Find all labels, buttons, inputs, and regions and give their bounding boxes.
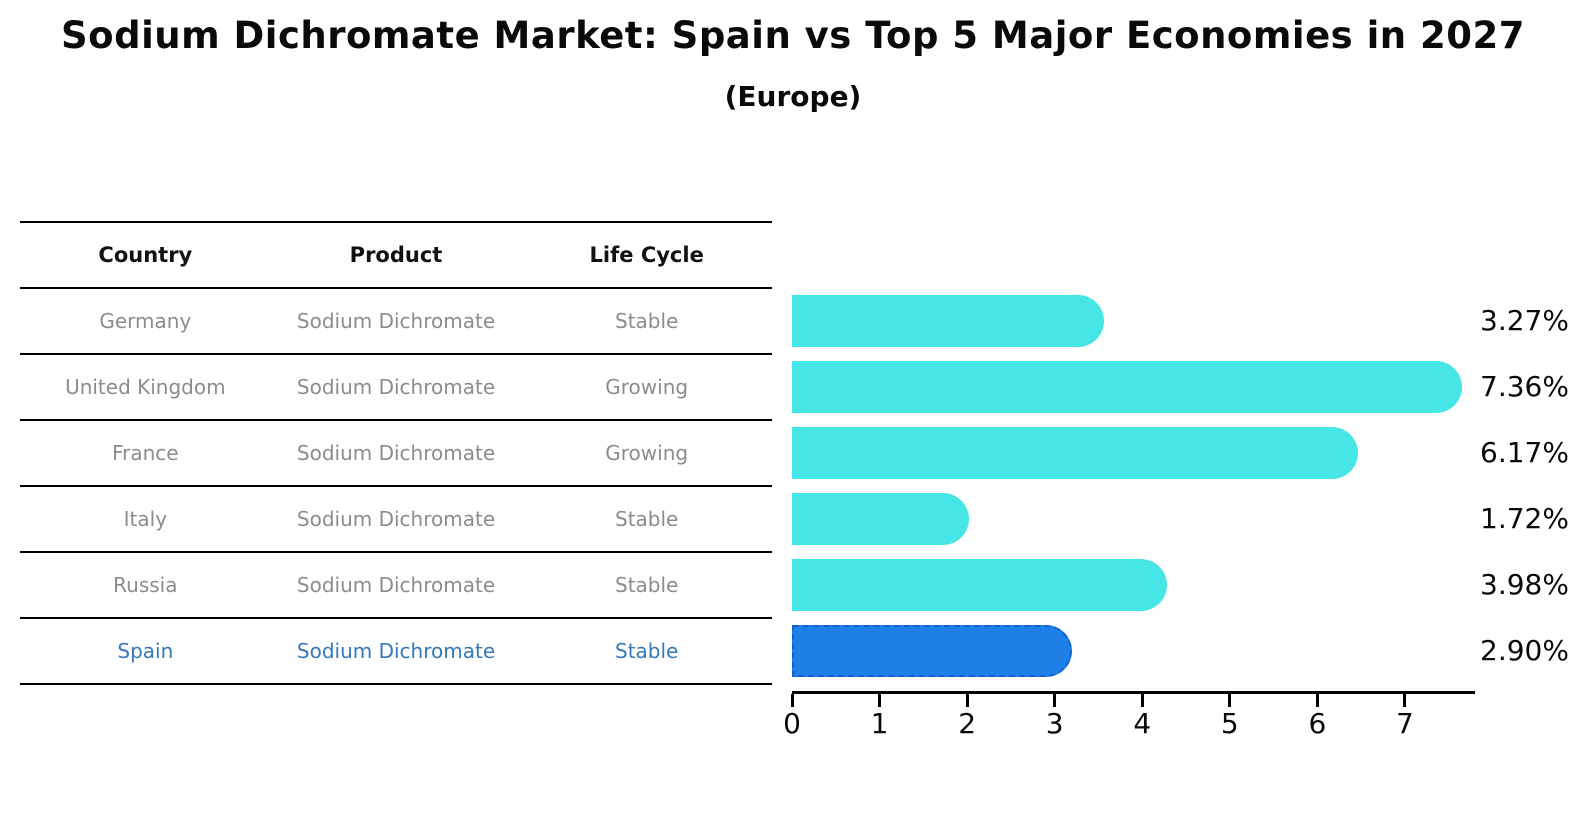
bar-spain [792,625,1072,677]
value-label-russia: 3.98% [1480,568,1569,601]
x-axis-tick-mark [1403,694,1407,707]
table-row-united-kingdom: United Kingdom Sodium Dichromate Growing [20,355,772,421]
x-axis-tick-label: 4 [1133,707,1152,740]
x-axis-tick-label: 5 [1220,707,1239,740]
table-row-germany: Germany Sodium Dichromate Stable [20,289,772,355]
x-axis-tick-mark [1140,694,1144,707]
x-axis-tick-mark [878,694,882,707]
table-header-row: Country Product Life Cycle [20,223,772,289]
value-label-france: 6.17% [1480,436,1569,469]
cell-country: France [112,441,179,465]
cell-lifecycle: Growing [605,375,689,399]
column-header-product: Product [349,243,443,267]
table-row-russia: Russia Sodium Dichromate Stable [20,553,772,619]
bar-united-kingdom [792,361,1462,413]
cell-country: Germany [99,309,192,333]
value-label-germany: 3.27% [1480,304,1569,337]
column-header-country: Country [98,243,193,267]
cell-product: Sodium Dichromate [296,441,496,465]
table-row-italy: Italy Sodium Dichromate Stable [20,487,772,553]
cell-product: Sodium Dichromate [296,507,496,531]
chart-title: Sodium Dichromate Market: Spain vs Top 5… [61,14,1525,57]
bar-germany [792,295,1104,347]
chart-subtitle: (Europe) [724,80,862,113]
bar-russia [792,559,1167,611]
x-axis-tick-mark [790,694,794,707]
table-row-france: France Sodium Dichromate Growing [20,421,772,487]
x-axis-tick-label: 0 [783,707,801,740]
x-axis-tick-mark [1053,694,1057,707]
cell-country: Spain [117,639,174,663]
bar-france [792,427,1358,479]
value-label-united-kingdom: 7.36% [1480,370,1569,403]
column-header-lifecycle: Life Cycle [589,243,704,267]
x-axis-tick-label: 1 [870,707,889,740]
value-labels-column: 3.27% 7.36% 6.17% 1.72% 3.98% 2.90% [1480,288,1586,684]
value-label-spain: 2.90% [1480,634,1569,667]
x-axis-line [792,691,1475,694]
x-axis-tick-label: 6 [1308,707,1327,740]
cell-country: Russia [113,573,178,597]
x-axis-tick-mark [1228,694,1232,707]
cell-country: United Kingdom [65,375,226,399]
cell-lifecycle: Stable [615,573,679,597]
cell-product: Sodium Dichromate [296,639,496,663]
bar-italy [792,493,969,545]
bar-chart-plot-area [792,288,1486,684]
x-axis-tick-mark [965,694,969,707]
x-axis-tick-label: 3 [1045,707,1064,740]
table-body: Germany Sodium Dichromate Stable United Kin… [20,289,772,685]
x-axis-tick-label: 2 [958,707,977,740]
cell-product: Sodium Dichromate [296,309,496,333]
cell-lifecycle: Stable [615,639,679,663]
cell-product: Sodium Dichromate [296,375,496,399]
value-label-italy: 1.72% [1480,502,1569,535]
table-row-spain: Spain Sodium Dichromate Stable [20,619,772,685]
cell-lifecycle: Growing [605,441,689,465]
info-table: Country Product Life Cycle Germany Sodium… [20,221,772,685]
cell-country: Italy [123,507,168,531]
cell-lifecycle: Stable [615,507,679,531]
cell-product: Sodium Dichromate [296,573,496,597]
x-axis-tick-label: 7 [1396,707,1414,740]
x-axis-tick-mark [1315,694,1319,707]
cell-lifecycle: Stable [615,309,679,333]
